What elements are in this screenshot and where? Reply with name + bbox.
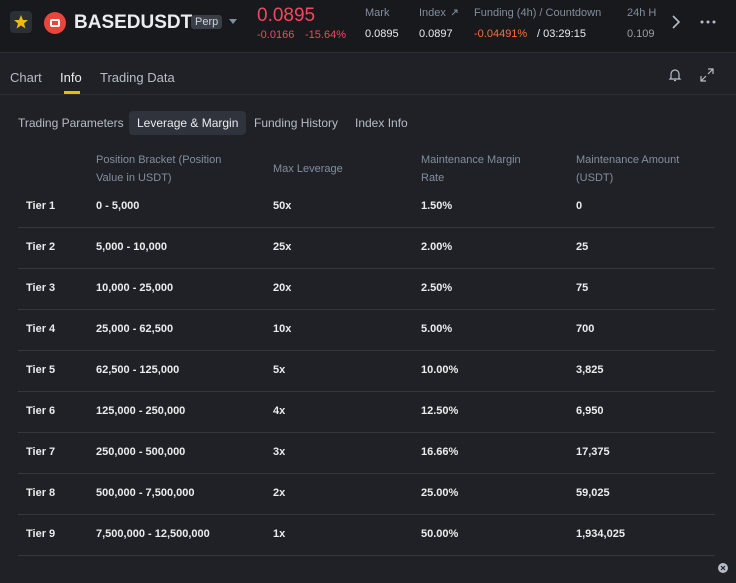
row-separator [18, 514, 715, 515]
countdown: / 03:29:15 [537, 28, 586, 40]
row-separator [18, 350, 715, 351]
column-header: Position Bracket (Position Value in USDT… [96, 154, 222, 184]
tier-label: Tier 9 [26, 528, 56, 540]
price-change: -0.0166 [257, 29, 295, 41]
row-separator [18, 432, 715, 433]
symbol[interactable]: BASEDUSDT [74, 12, 193, 33]
table-cell: 5.00% [421, 323, 453, 335]
table-cell: 2.00% [421, 241, 453, 253]
table-cell: 0 - 5,000 [96, 200, 140, 212]
table-cell: 5x [273, 364, 286, 376]
table-cell: 12.50% [421, 405, 459, 417]
table-cell: 7,500,000 - 12,500,000 [96, 528, 210, 540]
price-change-pct: -15.64% [305, 29, 346, 41]
table-cell: 3,825 [576, 364, 604, 376]
row-separator [18, 309, 715, 310]
tier-label: Tier 7 [26, 446, 56, 458]
row-separator [18, 268, 715, 269]
tier-label: Tier 4 [26, 323, 56, 335]
column-header: Maintenance Amount (USDT) [576, 154, 680, 184]
subtab[interactable]: Index Info [355, 116, 408, 130]
table-cell: 1.50% [421, 200, 453, 212]
divider [0, 94, 736, 95]
table-cell: 25x [273, 241, 292, 253]
table-cell: 1x [273, 528, 286, 540]
table-cell: 50x [273, 200, 292, 212]
stat-label: 24h H [627, 7, 657, 19]
table-cell: 25,000 - 62,500 [96, 323, 174, 335]
table-cell: 10.00% [421, 364, 459, 376]
table-cell: 5,000 - 10,000 [96, 241, 167, 253]
subtab-active[interactable]: Leverage & Margin [129, 111, 247, 135]
stat-label: Mark [365, 7, 390, 19]
header-bar: BASEDUSDT Perp 0.0895 -0.0166 -15.64% Ma… [0, 0, 736, 53]
subtab[interactable]: Funding History [254, 116, 339, 130]
funding-rate: -0.04491% [474, 28, 528, 40]
tier-label: Tier 6 [26, 405, 56, 417]
table-cell: 75 [576, 282, 589, 294]
table-cell: 25 [576, 241, 589, 253]
table-cell: 0 [576, 200, 583, 212]
favorite-button[interactable] [10, 11, 32, 33]
row-separator [18, 227, 715, 228]
table-cell: 500,000 - 7,500,000 [96, 487, 195, 499]
row-separator [18, 555, 715, 556]
table-cell: 2x [273, 487, 286, 499]
tab-underline [64, 91, 80, 94]
table-cell: 10,000 - 25,000 [96, 282, 174, 294]
perp-badge: Perp [191, 15, 223, 29]
expand-icon[interactable] [699, 67, 715, 83]
tier-label: Tier 2 [26, 241, 56, 253]
scroll-right[interactable] [670, 14, 682, 30]
tab[interactable]: Chart [10, 70, 42, 85]
last-price: 0.0895 [257, 5, 316, 26]
table-cell: 20x [273, 282, 292, 294]
link-icon [451, 9, 458, 16]
table-cell: 17,375 [576, 446, 610, 458]
stat-value: 0.0895 [365, 28, 399, 40]
table-cell: 62,500 - 125,000 [96, 364, 180, 376]
more-menu[interactable] [699, 19, 717, 25]
bell-icon[interactable] [667, 67, 683, 83]
table-cell: 2.50% [421, 282, 453, 294]
stat-label: Funding (4h) / Countdown [474, 7, 602, 19]
subtab[interactable]: Trading Parameters [18, 116, 124, 130]
table-cell: 4x [273, 405, 286, 417]
table-cell: 6,950 [576, 405, 604, 417]
tier-label: Tier 3 [26, 282, 56, 294]
table-cell: 50.00% [421, 528, 459, 540]
stat-label[interactable]: Index [419, 7, 446, 19]
tier-label: Tier 5 [26, 364, 56, 376]
tab[interactable]: Trading Data [100, 70, 175, 85]
table-cell: 59,025 [576, 487, 610, 499]
dropdown-caret[interactable] [228, 18, 238, 26]
table-cell: 700 [576, 323, 595, 335]
table-cell: 25.00% [421, 487, 459, 499]
column-header: Max Leverage [273, 163, 343, 175]
row-separator [18, 391, 715, 392]
stat-value: 0.0897 [419, 28, 453, 40]
table-cell: 1,934,025 [576, 528, 625, 540]
header-fade [658, 0, 736, 52]
table-cell: 125,000 - 250,000 [96, 405, 186, 417]
table-cell: 16.66% [421, 446, 459, 458]
row-separator [18, 473, 715, 474]
table-cell: 250,000 - 500,000 [96, 446, 186, 458]
tier-label: Tier 1 [26, 200, 56, 212]
table-cell: 3x [273, 446, 286, 458]
tab-active[interactable]: Info [60, 70, 82, 85]
close-icon[interactable] [718, 563, 728, 573]
stat-value: 0.109 [627, 28, 655, 40]
column-header: Maintenance Margin Rate [421, 154, 521, 184]
star-icon [14, 15, 28, 29]
table-cell: 10x [273, 323, 292, 335]
tier-label: Tier 8 [26, 487, 56, 499]
coin-logo [44, 12, 66, 34]
